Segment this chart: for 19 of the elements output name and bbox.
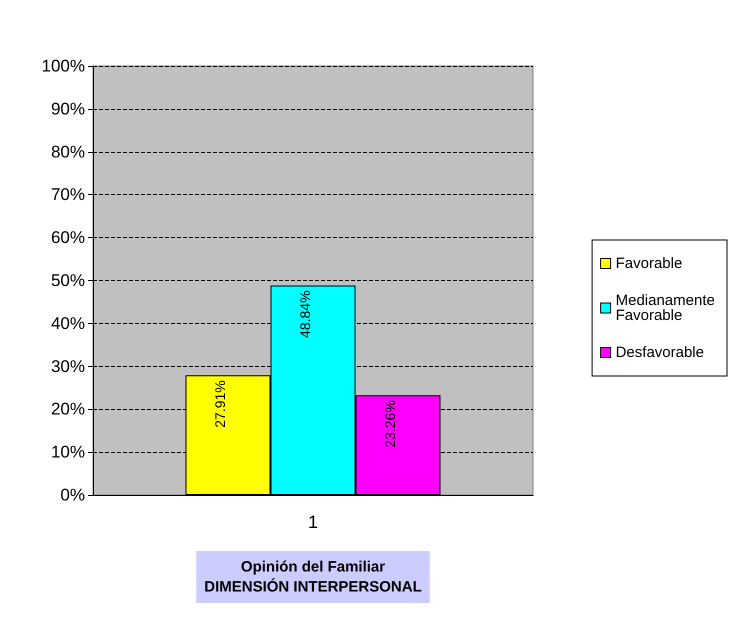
y-tick-label: 90%: [50, 99, 85, 118]
data-label: 27.91%: [212, 380, 228, 428]
y-tick-label: 100%: [42, 56, 85, 76]
y-tick-label: 0%: [60, 486, 85, 504]
data-label: 23.26%: [382, 400, 398, 448]
x-axis-title: Opinión del Familiar DIMENSIÓN INTERPERSONAL: [204, 558, 422, 596]
y-tick-label: 50%: [50, 271, 85, 290]
legend-label: Medianamente Favorable: [616, 292, 720, 324]
y-tick-label: 10%: [50, 442, 85, 462]
legend-label: Desfavorable: [616, 344, 704, 361]
data-label: 48.84%: [297, 290, 313, 338]
legend-label: Favorable: [616, 255, 682, 272]
y-tick-label: 20%: [50, 400, 85, 419]
y-tick-label: 30%: [50, 356, 85, 376]
y-tick-label: 60%: [50, 228, 85, 248]
y-tick-label: 70%: [50, 185, 85, 204]
y-tick-label: 80%: [50, 142, 85, 162]
x-tick-label: 1: [308, 512, 318, 532]
y-tick-label: 40%: [50, 314, 85, 333]
